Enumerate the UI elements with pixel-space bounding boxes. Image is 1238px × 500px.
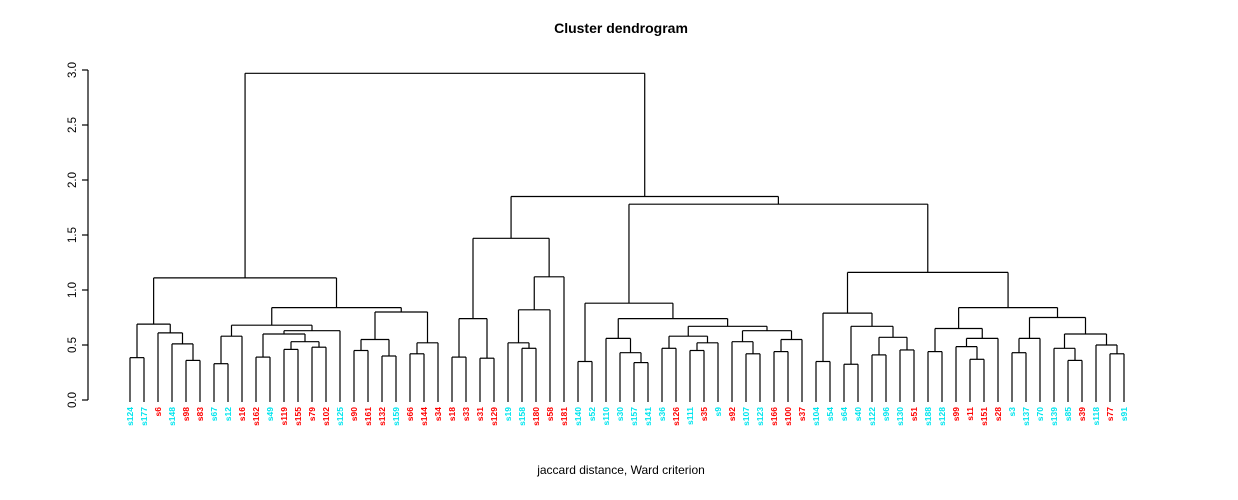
leaf-label: s52 <box>587 407 597 421</box>
leaf-label: s118 <box>1091 407 1101 426</box>
leaf-label: s161 <box>363 407 373 426</box>
leaf-label: s40 <box>853 407 863 421</box>
leaf-label: s107 <box>741 407 751 426</box>
leaf-label: s129 <box>489 407 499 426</box>
leaf-label: s98 <box>181 407 191 421</box>
y-axis-tick-label: 0.0 <box>67 392 79 408</box>
leaf-label: s67 <box>209 407 219 421</box>
leaf-label: s102 <box>321 407 331 426</box>
leaf-label: s124 <box>125 407 135 426</box>
leaf-label: s128 <box>937 407 947 426</box>
leaf-label: s90 <box>349 407 359 421</box>
leaf-label: s54 <box>825 407 835 421</box>
leaf-label: s79 <box>307 407 317 421</box>
leaf-label: s28 <box>993 407 1003 421</box>
leaf-label: s166 <box>769 407 779 426</box>
leaf-label: s130 <box>895 407 905 426</box>
leaf-label: s144 <box>419 407 429 426</box>
leaf-label: s126 <box>671 407 681 426</box>
leaf-label: s159 <box>391 407 401 426</box>
leaf-label: s157 <box>629 407 639 426</box>
leaf-label: s6 <box>153 407 163 417</box>
leaf-label: s49 <box>265 407 275 421</box>
y-axis-tick-label: 3.0 <box>67 62 79 78</box>
leaf-label: s188 <box>923 407 933 426</box>
leaf-label: s122 <box>867 407 877 426</box>
leaf-label: s177 <box>139 407 149 426</box>
plot-subtitle: jaccard distance, Ward criterion <box>537 463 705 477</box>
leaf-label: s151 <box>979 407 989 426</box>
leaf-label: s18 <box>447 407 457 421</box>
leaf-label: s99 <box>951 407 961 421</box>
leaf-label: s125 <box>335 407 345 426</box>
leaf-label: s158 <box>517 407 527 426</box>
leaf-label: s148 <box>167 407 177 426</box>
leaf-label: s70 <box>1035 407 1045 421</box>
leaf-label: s37 <box>797 407 807 421</box>
y-axis-tick-label: 1.0 <box>67 282 79 298</box>
leaf-label: s140 <box>573 407 583 426</box>
leaf-label: s51 <box>909 407 919 421</box>
leaf-label: s58 <box>545 407 555 421</box>
leaf-label: s34 <box>433 407 443 421</box>
leaf-label: s64 <box>839 407 849 421</box>
leaf-label: s141 <box>643 407 653 426</box>
leaf-label: s3 <box>1007 407 1017 417</box>
leaf-label: s12 <box>223 407 233 421</box>
leaf-label: s39 <box>1077 407 1087 421</box>
leaf-label: s104 <box>811 407 821 426</box>
leaf-label: s35 <box>699 407 709 421</box>
leaf-label: s110 <box>601 407 611 426</box>
leaf-label: s31 <box>475 407 485 421</box>
leaf-label: s33 <box>461 407 471 421</box>
leaf-label: s77 <box>1105 407 1115 421</box>
leaf-label: s83 <box>195 407 205 421</box>
leaf-label: s139 <box>1049 407 1059 426</box>
leaf-label: s36 <box>657 407 667 421</box>
y-axis-tick-label: 0.5 <box>67 337 79 353</box>
leaf-label: s66 <box>405 407 415 421</box>
leaf-label: s11 <box>965 407 975 421</box>
leaf-label: s155 <box>293 407 303 426</box>
leaf-label: s119 <box>279 407 289 426</box>
leaf-label: s91 <box>1119 407 1129 421</box>
leaf-label: s92 <box>727 407 737 421</box>
leaf-label: s16 <box>237 407 247 421</box>
leaf-label: s180 <box>531 407 541 426</box>
leaf-label: s181 <box>559 407 569 426</box>
leaf-label: s19 <box>503 407 513 421</box>
y-axis-tick-label: 2.0 <box>67 172 79 188</box>
leaf-label: s9 <box>713 407 723 417</box>
leaf-label: s96 <box>881 407 891 421</box>
leaf-label: s100 <box>783 407 793 426</box>
y-axis-tick-label: 1.5 <box>67 227 79 243</box>
leaf-label: s111 <box>685 407 695 425</box>
leaf-label: s132 <box>377 407 387 426</box>
leaf-label: s123 <box>755 407 765 426</box>
leaf-label: s30 <box>615 407 625 421</box>
leaf-label: s137 <box>1021 407 1031 426</box>
leaf-label: s162 <box>251 407 261 426</box>
plot-title: Cluster dendrogram <box>554 20 688 36</box>
y-axis-tick-label: 2.5 <box>67 117 79 133</box>
leaf-label: s85 <box>1063 407 1073 421</box>
